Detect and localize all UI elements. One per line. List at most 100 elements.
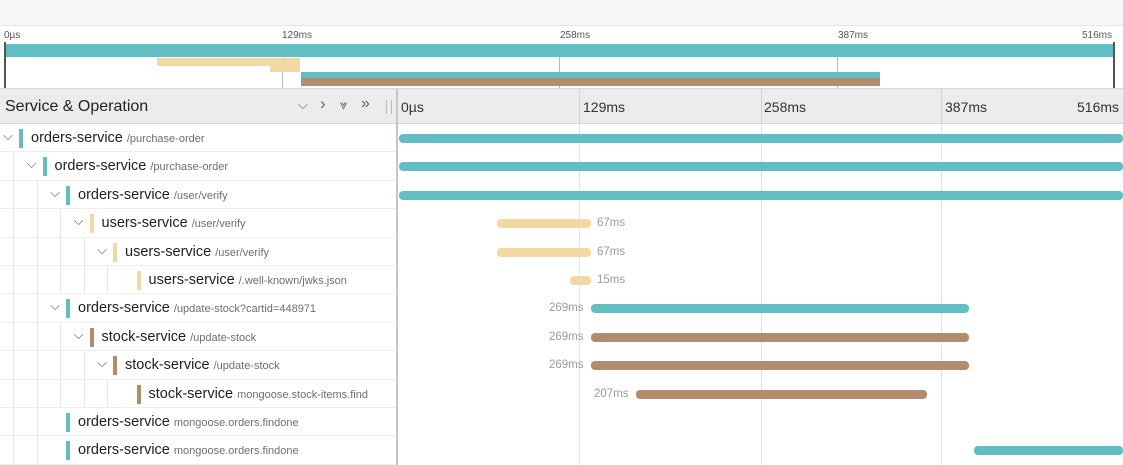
span-timeline-bar[interactable] bbox=[591, 304, 969, 314]
span-timeline-bar[interactable] bbox=[974, 446, 1123, 456]
service-name: users-service bbox=[148, 272, 235, 288]
span-name-cell[interactable]: ⌵ orders-service/update-stock?cartid=4489… bbox=[0, 294, 396, 323]
service-color-marker bbox=[136, 384, 141, 404]
double-chevron-right-icon[interactable]: » bbox=[361, 95, 370, 112]
span-name-cell[interactable]: ⌵ stock-service/update-stock bbox=[0, 351, 396, 380]
span-service-label: stock-service/update-stock bbox=[125, 357, 280, 373]
span-timeline-bar[interactable] bbox=[497, 219, 591, 229]
tree-guide-line bbox=[36, 237, 38, 265]
span-duration-label: 207ms bbox=[594, 387, 629, 400]
operation-name: /update-stock bbox=[213, 360, 280, 373]
minimap-tick-label: 387ms bbox=[838, 30, 869, 41]
span-row[interactable]: users-service/.well-known/jwks.json 15ms bbox=[0, 266, 1123, 295]
span-timeline-bar[interactable] bbox=[399, 162, 1123, 172]
operation-name: /purchase-order bbox=[150, 161, 229, 174]
minimap-tick-label: 129ms bbox=[282, 30, 313, 41]
operation-name: /.well-known/jwks.json bbox=[238, 275, 347, 287]
column-splitter[interactable] bbox=[396, 124, 398, 465]
span-row[interactable]: ⌵ users-service/user/verify 67ms bbox=[0, 209, 1123, 238]
operation-name: /update-stock bbox=[190, 331, 257, 344]
minimap-span-bar bbox=[301, 78, 880, 86]
minimap-left-handle[interactable] bbox=[4, 42, 6, 88]
span-name-cell[interactable]: stock-service mongoose.stock-items.find bbox=[0, 379, 396, 408]
span-row[interactable]: ⌵ orders-service/purchase-order bbox=[0, 152, 1123, 181]
span-row[interactable]: ⌵ orders-service/update-stock?cartid=4489… bbox=[0, 294, 1123, 323]
expand-chevron-icon[interactable]: ⌵ bbox=[3, 128, 13, 143]
span-name-cell[interactable]: orders-service mongoose.orders.findone bbox=[0, 408, 396, 437]
chevron-right-icon[interactable]: › bbox=[320, 94, 326, 113]
span-name-cell[interactable]: orders-service mongoose.orders.findone bbox=[0, 436, 396, 465]
span-row[interactable]: orders-service mongoose.orders.findone bbox=[0, 408, 1123, 437]
span-name-cell[interactable]: ⌵ users-service/user/verify bbox=[0, 209, 396, 238]
service-name: orders-service bbox=[78, 186, 170, 203]
span-name-cell[interactable]: ⌵ orders-service/user/verify bbox=[0, 180, 396, 210]
operation-name: /user/verify bbox=[173, 189, 228, 202]
tree-guide-line bbox=[36, 351, 38, 379]
tree-guide-line bbox=[13, 266, 14, 294]
span-service-label: users-service/user/verify bbox=[102, 215, 246, 231]
tree-guide-line bbox=[13, 322, 14, 351]
tree-guide-line bbox=[60, 351, 61, 379]
span-timeline-bar[interactable] bbox=[591, 332, 969, 342]
tree-guide-line bbox=[60, 322, 61, 351]
service-name: users-service bbox=[101, 215, 188, 232]
span-row[interactable]: ⌵ stock-service/update-stock 269ms bbox=[0, 322, 1123, 352]
expand-chevron-icon[interactable]: ⌵ bbox=[50, 184, 60, 200]
tree-guide-line bbox=[13, 408, 14, 436]
span-service-label: orders-service/purchase-order bbox=[31, 130, 205, 146]
span-timeline-bar[interactable] bbox=[570, 276, 591, 285]
span-row[interactable]: ⌵ stock-service/update-stock 269ms bbox=[0, 351, 1123, 380]
span-row[interactable]: ⌵ orders-service/purchase-order bbox=[0, 124, 1123, 153]
timeline-gridline bbox=[761, 124, 762, 465]
tree-guide-line bbox=[36, 408, 38, 436]
header-gridline bbox=[941, 89, 942, 124]
span-timeline-bar[interactable] bbox=[636, 389, 927, 399]
trace-minimap[interactable]: 0µs 129ms 258ms 387ms 516ms bbox=[0, 0, 1123, 88]
span-row[interactable]: ⌵ orders-service/user/verify bbox=[0, 180, 1123, 210]
tree-guide-line bbox=[36, 379, 38, 407]
operation-name: /update-stock?cartid=448971 bbox=[173, 303, 317, 316]
span-timeline-bar[interactable] bbox=[399, 190, 1123, 200]
service-color-marker bbox=[136, 271, 141, 290]
expand-chevron-icon[interactable]: ⌵ bbox=[97, 241, 107, 257]
expand-chevron-icon[interactable]: ⌵ bbox=[97, 355, 107, 371]
column-splitter[interactable] bbox=[396, 89, 398, 124]
minimap-gridline bbox=[837, 44, 838, 88]
span-name-cell[interactable]: ⌵ users-service/user/verify bbox=[0, 237, 396, 266]
span-row[interactable]: stock-service mongoose.stock-items.find 20… bbox=[0, 379, 1123, 408]
expand-chevron-icon[interactable]: ⌵ bbox=[26, 156, 37, 172]
operation-name: /user/verify bbox=[215, 246, 270, 259]
span-row[interactable]: orders-service mongoose.orders.findone bbox=[0, 436, 1123, 465]
tree-guide-line bbox=[60, 379, 61, 407]
minimap-right-handle[interactable] bbox=[1113, 42, 1115, 88]
span-duration-label: 269ms bbox=[549, 302, 584, 315]
service-color-marker bbox=[66, 185, 70, 205]
resize-grip-icon[interactable] bbox=[386, 100, 392, 114]
expand-chevron-icon[interactable]: ⌵ bbox=[73, 213, 84, 229]
timeline-gridline bbox=[579, 124, 580, 465]
span-row[interactable]: ⌵ users-service/user/verify 67ms bbox=[0, 237, 1123, 266]
span-name-cell[interactable]: ⌵ orders-service/purchase-order bbox=[0, 152, 396, 181]
service-color-marker bbox=[19, 129, 23, 148]
span-timeline-bar[interactable] bbox=[497, 247, 591, 257]
tree-guide-line bbox=[36, 322, 38, 351]
chevron-down-icon[interactable]: ⌵ bbox=[298, 97, 308, 112]
span-timeline-bar[interactable] bbox=[591, 361, 969, 371]
service-color-marker bbox=[66, 299, 70, 319]
span-name-cell[interactable]: ⌵ orders-service/purchase-order bbox=[0, 124, 396, 153]
span-service-label: orders-service/update-stock?cartid=44897… bbox=[78, 300, 316, 316]
tree-guide-line bbox=[60, 237, 61, 265]
operation-name: mongoose.orders.findone bbox=[173, 445, 299, 458]
span-timeline-bar[interactable] bbox=[399, 134, 1123, 143]
span-name-cell[interactable]: ⌵ stock-service/update-stock bbox=[0, 322, 396, 352]
tree-guide-line bbox=[36, 266, 38, 294]
expand-chevron-icon[interactable]: ⌵ bbox=[73, 326, 84, 342]
service-name: orders-service bbox=[78, 414, 170, 430]
tree-guide-line bbox=[83, 379, 85, 407]
span-name-cell[interactable]: users-service/.well-known/jwks.json bbox=[0, 266, 396, 295]
service-name: orders-service bbox=[31, 130, 123, 146]
expand-chevron-icon[interactable]: ⌵ bbox=[50, 298, 60, 314]
double-chevron-down-icon[interactable]: ⩔ bbox=[340, 97, 348, 112]
service-operation-header: Service & Operation ⌵ › ⩔ » bbox=[0, 89, 397, 124]
span-duration-label: 67ms bbox=[597, 217, 626, 230]
